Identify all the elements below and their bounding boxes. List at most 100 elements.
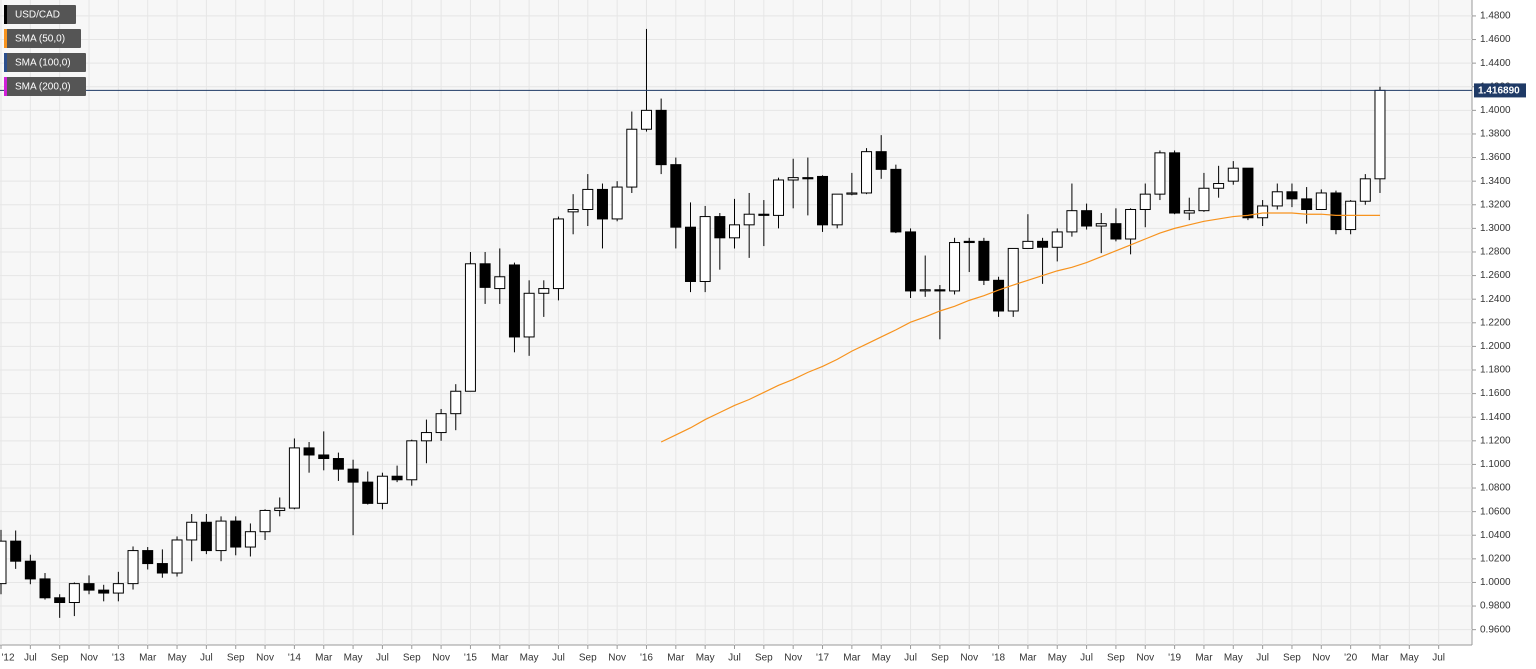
y-tick-label: 1.1000	[1480, 459, 1511, 470]
candle-body	[875, 151, 887, 170]
y-tick-label: 1.1800	[1480, 365, 1511, 376]
candle-body	[0, 540, 7, 585]
candle-body	[1183, 210, 1195, 214]
candle-body	[1125, 208, 1137, 240]
candle-body	[1022, 240, 1034, 249]
y-tick-label: 1.3400	[1480, 176, 1511, 187]
candle-body	[846, 192, 858, 195]
candle-body	[552, 218, 564, 290]
candle-body	[1081, 210, 1093, 227]
candle-body	[1066, 210, 1078, 233]
candle-body	[127, 550, 139, 585]
y-tick-label: 1.4600	[1480, 34, 1511, 45]
legend-swatch	[4, 53, 7, 72]
candle-body	[435, 413, 447, 434]
candle-body	[186, 521, 198, 541]
candle-body	[112, 583, 124, 594]
y-tick-label: 1.0000	[1480, 577, 1511, 588]
y-tick-label: 1.3200	[1480, 199, 1511, 210]
candle-body	[406, 440, 418, 481]
x-tick-label: Jul	[1432, 653, 1445, 664]
candle-body	[259, 509, 271, 533]
candle-body	[640, 109, 652, 130]
candle-body	[993, 279, 1005, 312]
y-tick-label: 1.0600	[1480, 506, 1511, 517]
candle-body	[1213, 183, 1225, 189]
candle-body	[142, 550, 154, 565]
candle-body	[1359, 178, 1371, 202]
candle-body	[98, 589, 110, 594]
candle-body	[420, 432, 432, 442]
x-tick-label: May	[696, 653, 715, 664]
x-tick-label: Jul	[376, 653, 389, 664]
candle-body	[1286, 191, 1298, 200]
x-tick-label: Sep	[51, 653, 69, 664]
x-tick-label: Nov	[256, 653, 274, 664]
candle-body	[978, 240, 990, 281]
x-tick-label: Jul	[728, 653, 741, 664]
candle-body	[817, 175, 829, 226]
candle-body	[1301, 198, 1313, 210]
candle-body	[787, 177, 799, 181]
x-tick-label: Mar	[1371, 653, 1389, 664]
candle-body	[303, 447, 315, 456]
x-tick-label: May	[520, 653, 539, 664]
candle-body	[949, 242, 961, 292]
x-tick-label: May	[168, 653, 187, 664]
legend-box	[4, 5, 76, 24]
legend-box	[4, 77, 86, 96]
candle-body	[523, 292, 535, 338]
candle-body	[230, 520, 242, 548]
x-tick-label: Nov	[784, 653, 802, 664]
candle-body	[670, 164, 682, 228]
x-tick-label: '16	[640, 653, 653, 664]
y-tick-label: 1.1400	[1480, 412, 1511, 423]
y-tick-label: 1.3800	[1480, 129, 1511, 140]
y-tick-label: 1.4800	[1480, 11, 1511, 22]
y-tick-label: 1.3600	[1480, 152, 1511, 163]
candle-body	[758, 213, 770, 216]
y-tick-label: 1.2600	[1480, 270, 1511, 281]
x-tick-label: Nov	[1312, 653, 1330, 664]
x-tick-label: '14	[288, 653, 301, 664]
y-tick-label: 1.1600	[1480, 388, 1511, 399]
candle-body	[1315, 192, 1327, 210]
legend-swatch	[4, 77, 7, 96]
sma-line	[660, 212, 1380, 443]
x-tick-label: '13	[112, 653, 125, 664]
x-tick-label: Mar	[139, 653, 157, 664]
candle-body	[1242, 167, 1254, 219]
candle-body	[1330, 192, 1342, 231]
x-tick-label: May	[1400, 653, 1419, 664]
candle-body	[10, 540, 22, 562]
candle-body	[479, 263, 491, 288]
x-tick-label: Sep	[1107, 653, 1125, 664]
candle-body	[905, 231, 917, 292]
candle-body	[215, 520, 227, 552]
candle-body	[376, 475, 388, 504]
candle-body	[934, 289, 946, 292]
candle-body	[582, 188, 594, 210]
candle-body	[39, 578, 51, 599]
candle-body	[1169, 152, 1181, 214]
x-tick-label: May	[1048, 653, 1067, 664]
candle-body	[1227, 167, 1239, 182]
y-tick-label: 1.2400	[1480, 294, 1511, 305]
x-tick-label: '20	[1344, 653, 1357, 664]
y-tick-label: 1.4000	[1480, 105, 1511, 116]
candle-body	[802, 177, 814, 180]
candle-body	[611, 186, 623, 220]
candle-body	[1154, 152, 1166, 195]
x-tick-label: Jul	[552, 653, 565, 664]
candle-body	[890, 168, 902, 233]
x-tick-label: May	[344, 653, 363, 664]
legend-label: USD/CAD	[15, 10, 60, 21]
x-tick-label: Mar	[315, 653, 333, 664]
x-tick-label: '18	[992, 653, 1005, 664]
candle-body	[450, 390, 462, 415]
candle-body	[1374, 89, 1386, 180]
x-tick-label: Nov	[432, 653, 450, 664]
candle-body	[919, 289, 931, 292]
candle-body	[963, 240, 975, 244]
legend-box	[4, 29, 81, 48]
